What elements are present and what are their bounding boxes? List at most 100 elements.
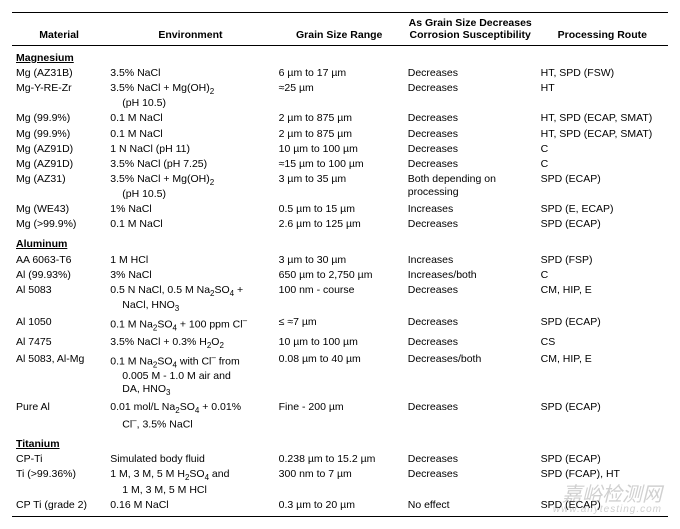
cell-effect: Decreases: [404, 217, 537, 232]
cell-grainsize: 100 nm - course: [275, 283, 404, 315]
cell-environment: 1 N NaCl (pH 11): [106, 142, 274, 157]
cell-grainsize: 10 µm to 100 µm: [275, 335, 404, 352]
cell-environment: Simulated body fluid: [106, 452, 274, 467]
table-row: Mg (99.9%)0.1 M NaCl2 µm to 875 µmDecrea…: [12, 111, 668, 126]
cell-processing: SPD (ECAP): [537, 172, 668, 202]
cell-processing: SPD (ECAP): [537, 217, 668, 232]
cell-processing: HT, SPD (ECAP, SMAT): [537, 127, 668, 142]
cell-material: Mg (>99.9%): [12, 217, 106, 232]
cell-processing: CM, HIP, E: [537, 283, 668, 315]
cell-environment: 0.5 N NaCl, 0.5 M Na2SO4 +NaCl, HNO3: [106, 283, 274, 315]
cell-grainsize: 0.3 µm to 20 µm: [275, 498, 404, 517]
cell-processing: SPD (ECAP): [537, 400, 668, 433]
cell-effect: Decreases: [404, 452, 537, 467]
group-header: Aluminum: [12, 232, 668, 252]
cell-processing: HT, SPD (ECAP, SMAT): [537, 111, 668, 126]
cell-material: CP-Ti: [12, 452, 106, 467]
col-grainsize: Grain Size Range: [275, 13, 404, 46]
cell-material: Mg (AZ91D): [12, 142, 106, 157]
cell-grainsize: 6 µm to 17 µm: [275, 66, 404, 81]
table-body: MagnesiumMg (AZ31B)3.5% NaCl6 µm to 17 µ…: [12, 46, 668, 517]
table-row: Al 5083, Al-Mg0.1 M Na2SO4 with Cl– from…: [12, 352, 668, 400]
cell-grainsize: 3 µm to 35 µm: [275, 172, 404, 202]
cell-environment: 0.01 mol/L Na2SO4 + 0.01%Cl–, 3.5% NaCl: [106, 400, 274, 433]
cell-effect: Both depending on processing: [404, 172, 537, 202]
cell-environment: 0.1 M NaCl: [106, 127, 274, 142]
cell-effect: Increases/both: [404, 268, 537, 283]
cell-environment: 3.5% NaCl + 0.3% H2O2: [106, 335, 274, 352]
cell-effect: No effect: [404, 498, 537, 517]
cell-environment: 3.5% NaCl (pH 7.25): [106, 157, 274, 172]
cell-processing: SPD (ECAP): [537, 452, 668, 467]
cell-processing: HT: [537, 81, 668, 111]
cell-grainsize: 2 µm to 875 µm: [275, 127, 404, 142]
cell-material: Mg (AZ31B): [12, 66, 106, 81]
cell-processing: CS: [537, 335, 668, 352]
cell-grainsize: 0.5 µm to 15 µm: [275, 202, 404, 217]
table-row: Al (99.93%)3% NaCl650 µm to 2,750 µmIncr…: [12, 268, 668, 283]
table-row: Mg-Y-RE-Zr3.5% NaCl + Mg(OH)2(pH 10.5)≈2…: [12, 81, 668, 111]
cell-grainsize: Fine - 200 µm: [275, 400, 404, 433]
col-material: Material: [12, 13, 106, 46]
cell-material: Mg (99.9%): [12, 111, 106, 126]
cell-environment: 1 M, 3 M, 5 M H2SO4 and1 M, 3 M, 5 M HCl: [106, 467, 274, 497]
table-row: Mg (AZ91D)1 N NaCl (pH 11)10 µm to 100 µ…: [12, 142, 668, 157]
cell-material: CP Ti (grade 2): [12, 498, 106, 517]
cell-environment: 0.16 M NaCl: [106, 498, 274, 517]
cell-material: Al (99.93%): [12, 268, 106, 283]
cell-material: Mg (AZ31): [12, 172, 106, 202]
cell-effect: Decreases: [404, 315, 537, 335]
col-processing: Processing Route: [537, 13, 668, 46]
cell-grainsize: ≈25 µm: [275, 81, 404, 111]
cell-effect: Decreases/both: [404, 352, 537, 400]
group-header: Magnesium: [12, 46, 668, 67]
cell-material: Mg (AZ91D): [12, 157, 106, 172]
cell-material: Al 1050: [12, 315, 106, 335]
cell-environment: 0.1 M Na2SO4 with Cl– from0.005 M - 1.0 …: [106, 352, 274, 400]
cell-grainsize: ≈15 µm to 100 µm: [275, 157, 404, 172]
header-row: Material Environment Grain Size Range As…: [12, 13, 668, 46]
cell-grainsize: ≤ ≈7 µm: [275, 315, 404, 335]
table-row: CP Ti (grade 2)0.16 M NaCl0.3 µm to 20 µ…: [12, 498, 668, 517]
cell-effect: Increases: [404, 202, 537, 217]
cell-processing: HT, SPD (FSW): [537, 66, 668, 81]
cell-effect: Decreases: [404, 157, 537, 172]
cell-grainsize: 0.238 µm to 15.2 µm: [275, 452, 404, 467]
cell-material: Pure Al: [12, 400, 106, 433]
cell-effect: Decreases: [404, 335, 537, 352]
cell-effect: Decreases: [404, 66, 537, 81]
cell-material: Al 5083, Al-Mg: [12, 352, 106, 400]
table-row: Mg (99.9%)0.1 M NaCl2 µm to 875 µmDecrea…: [12, 127, 668, 142]
cell-grainsize: 10 µm to 100 µm: [275, 142, 404, 157]
table-row: CP-TiSimulated body fluid0.238 µm to 15.…: [12, 452, 668, 467]
cell-processing: C: [537, 157, 668, 172]
cell-effect: Decreases: [404, 127, 537, 142]
cell-processing: SPD (ECAP): [537, 315, 668, 335]
cell-processing: SPD (FSP): [537, 253, 668, 268]
cell-grainsize: 650 µm to 2,750 µm: [275, 268, 404, 283]
table-row: Mg (AZ31)3.5% NaCl + Mg(OH)2(pH 10.5)3 µ…: [12, 172, 668, 202]
cell-environment: 0.1 M NaCl: [106, 217, 274, 232]
table-row: Al 10500.1 M Na2SO4 + 100 ppm Cl–≤ ≈7 µm…: [12, 315, 668, 335]
cell-material: Mg-Y-RE-Zr: [12, 81, 106, 111]
table-row: Mg (AZ91D)3.5% NaCl (pH 7.25)≈15 µm to 1…: [12, 157, 668, 172]
table-row: AA 6063-T61 M HCl3 µm to 30 µmIncreasesS…: [12, 253, 668, 268]
cell-material: Mg (WE43): [12, 202, 106, 217]
cell-processing: C: [537, 268, 668, 283]
cell-environment: 3% NaCl: [106, 268, 274, 283]
cell-effect: Decreases: [404, 111, 537, 126]
cell-processing: SPD (ECAP): [537, 498, 668, 517]
cell-environment: 1% NaCl: [106, 202, 274, 217]
cell-processing: C: [537, 142, 668, 157]
cell-effect: Decreases: [404, 400, 537, 433]
cell-environment: 0.1 M Na2SO4 + 100 ppm Cl–: [106, 315, 274, 335]
corrosion-table: Material Environment Grain Size Range As…: [12, 12, 668, 517]
cell-grainsize: 300 nm to 7 µm: [275, 467, 404, 497]
col-environment: Environment: [106, 13, 274, 46]
table-row: Pure Al0.01 mol/L Na2SO4 + 0.01%Cl–, 3.5…: [12, 400, 668, 433]
cell-material: Al 5083: [12, 283, 106, 315]
cell-grainsize: 2.6 µm to 125 µm: [275, 217, 404, 232]
cell-effect: Decreases: [404, 283, 537, 315]
table-row: Al 50830.5 N NaCl, 0.5 M Na2SO4 +NaCl, H…: [12, 283, 668, 315]
cell-material: AA 6063-T6: [12, 253, 106, 268]
